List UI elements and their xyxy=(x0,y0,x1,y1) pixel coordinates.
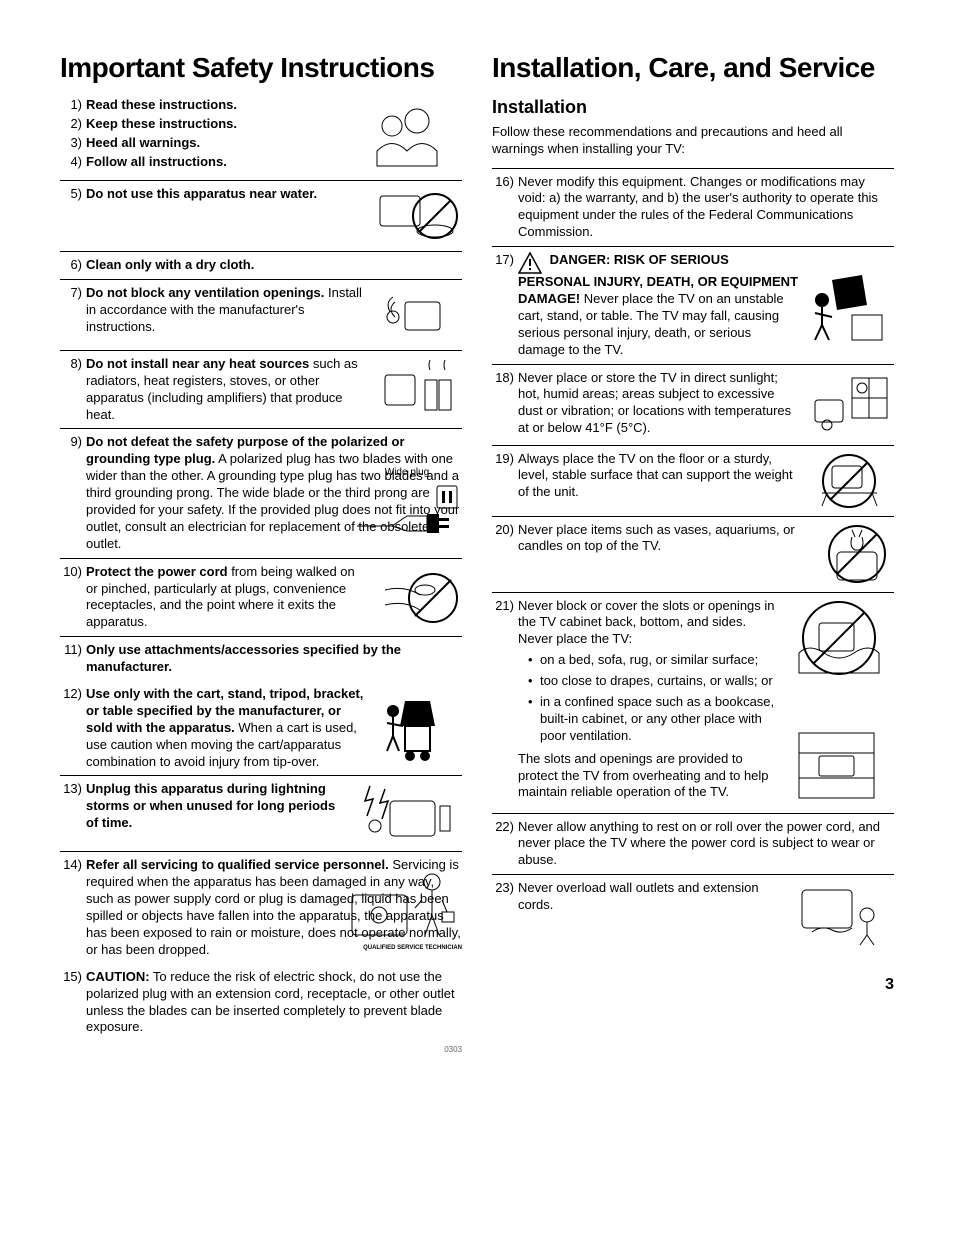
cart-illustration xyxy=(372,686,462,770)
right-title: Installation, Care, and Service xyxy=(492,50,894,86)
item-12: 12) Use only with the cart, stand, tripo… xyxy=(60,681,462,776)
item-9: 9) Do not defeat the safety purpose of t… xyxy=(60,429,462,558)
outlet-illustration xyxy=(784,880,894,950)
item-21-bullets: on a bed, sofa, rug, or similar surface;… xyxy=(518,652,780,744)
ventilation-illustration xyxy=(372,285,462,345)
left-title: Important Safety Instructions xyxy=(60,50,462,86)
right-column: Installation, Care, and Service Installa… xyxy=(492,50,894,1056)
item-23: 23) Never overload wall outlets and exte… xyxy=(492,875,894,955)
sunlight-illustration xyxy=(804,370,894,440)
item-17: 17) DANGER: RISK OF SERIOUS PERSONAL INJ… xyxy=(492,247,894,364)
item-11: 11) Only use attachments/accessories spe… xyxy=(60,637,462,681)
warning-icon xyxy=(518,252,542,274)
bullet: in a confined space such as a bookcase, … xyxy=(528,694,780,745)
right-subtitle: Installation xyxy=(492,96,894,119)
item-16: 16) Never modify this equipment. Changes… xyxy=(492,169,894,248)
left-column: Important Safety Instructions 1) Read th… xyxy=(60,50,462,1056)
lightning-illustration xyxy=(352,781,462,846)
item-21: 21) Never block or cover the slots or op… xyxy=(492,593,894,814)
page-number: 3 xyxy=(492,975,894,996)
item-18: 18) Never place or store the TV in direc… xyxy=(492,365,894,446)
item-22: 22) Never allow anything to rest on or r… xyxy=(492,814,894,876)
stable-surface-illustration xyxy=(804,451,894,511)
item-8: 8) Do not install near any heat sources … xyxy=(60,351,462,430)
page-code: 0303 xyxy=(60,1045,462,1055)
item-5: 5) Do not use this apparatus near water. xyxy=(60,181,462,252)
right-intro: Follow these recommendations and precaut… xyxy=(492,124,894,158)
bullet: on a bed, sofa, rug, or similar surface; xyxy=(528,652,780,669)
falling-tv-illustration xyxy=(804,252,894,358)
reading-illustration xyxy=(352,96,462,176)
item-15: 15) CAUTION: To reduce the risk of elect… xyxy=(60,964,462,1042)
water-illustration xyxy=(372,186,462,246)
page: Important Safety Instructions 1) Read th… xyxy=(60,50,894,1056)
heat-illustration xyxy=(372,356,462,424)
item-20: 20) Never place items such as vases, aqu… xyxy=(492,517,894,593)
item-19: 19) Always place the TV on the floor or … xyxy=(492,446,894,517)
item-10: 10) Protect the power cord from being wa… xyxy=(60,559,462,638)
bullet: too close to drapes, curtains, or walls;… xyxy=(528,673,780,690)
cord-illustration xyxy=(372,564,462,632)
items-1-4-group: 1) Read these instructions. 2) Keep thes… xyxy=(60,96,462,181)
item-7: 7) Do not block any ventilation openings… xyxy=(60,280,462,351)
item-21-tail: The slots and openings are provided to p… xyxy=(518,751,780,802)
item-6: 6) Clean only with a dry cloth. xyxy=(60,252,462,280)
item-14: 14) Refer all servicing to qualified ser… xyxy=(60,852,462,963)
vase-illustration xyxy=(804,522,894,587)
ventilation-placement-illustration xyxy=(784,598,894,808)
item-13: 13) Unplug this apparatus during lightni… xyxy=(60,776,462,852)
technician-caption: QUALIFIED SERVICE TECHNICIAN xyxy=(347,945,462,951)
